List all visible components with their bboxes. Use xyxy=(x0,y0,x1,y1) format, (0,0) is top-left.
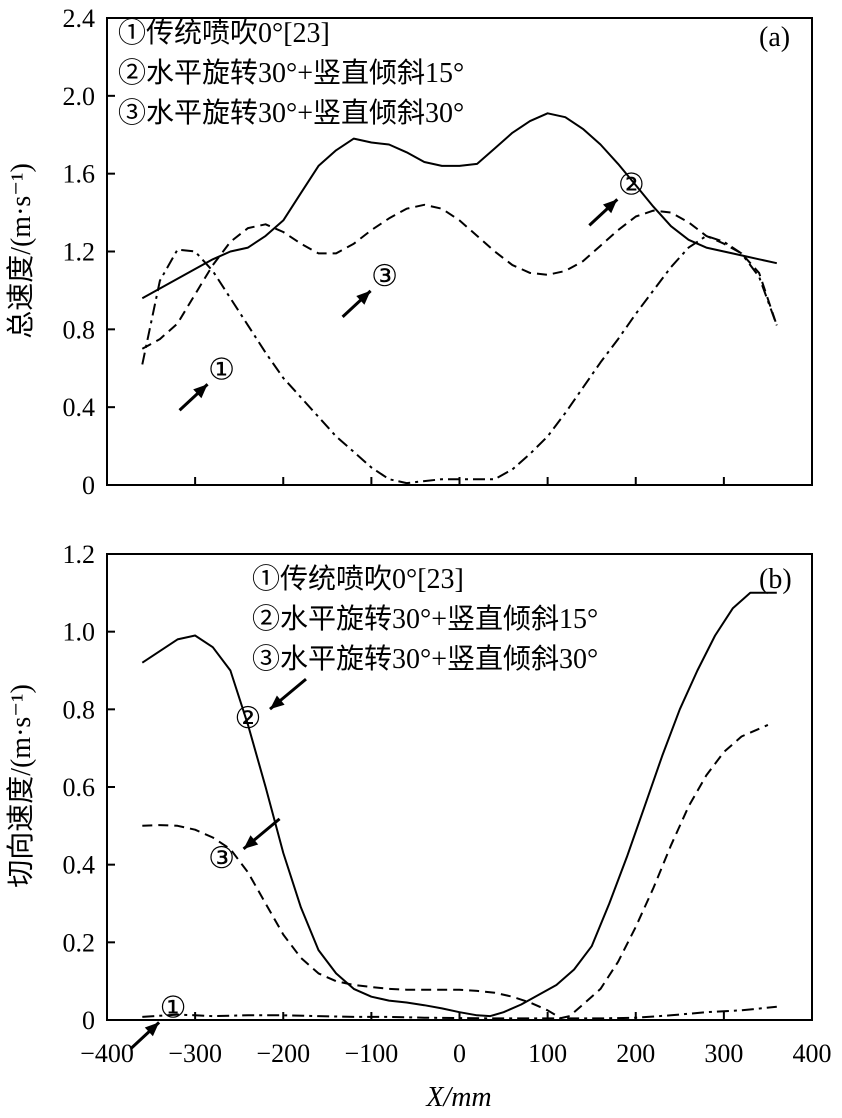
chart-b-x-tick-label: −100 xyxy=(345,1039,399,1068)
chart-b-annotation-arrowhead xyxy=(270,695,285,710)
chart-a-y-tick-label: 1.2 xyxy=(63,238,96,267)
chart-b-y-tick-label: 1.0 xyxy=(63,618,96,647)
chart-a-annotation-3: ③ xyxy=(371,260,398,293)
chart-a-y-tick-label: 1.6 xyxy=(63,160,96,189)
chart-b-series-3-line xyxy=(142,723,769,1020)
chart-a-legend-entry-3: ③水平旋转30°+竖直倾斜30° xyxy=(118,97,464,129)
chart-b-x-axis-label: X/mm xyxy=(425,1082,491,1113)
chart-b-annotation-arrowhead xyxy=(243,835,259,849)
chart-b-y-tick-label: 0.2 xyxy=(63,928,96,957)
chart-b-series-2-line xyxy=(141,591,777,1018)
chart-b-annotation-1: ① xyxy=(160,991,187,1024)
chart-b-y-tick-label: 0 xyxy=(82,1006,95,1035)
chart-a-panel-label: (a) xyxy=(759,22,790,53)
chart-b-x-tick-label: 100 xyxy=(528,1039,567,1068)
chart-a-legend-entry-1: ①传统喷吹0°[23] xyxy=(118,17,330,49)
chart-a-annotation-2: ② xyxy=(618,168,645,201)
chart-b-y-tick-label: 0.6 xyxy=(63,773,96,802)
chart-b-x-tick-label: −300 xyxy=(168,1039,222,1068)
chart-b-legend-entry-2: ②水平旋转30°+竖直倾斜15° xyxy=(252,603,598,635)
chart-a-legend-entry-2: ②水平旋转30°+竖直倾斜15° xyxy=(118,57,464,89)
chart-b-y-tick-label: 0.4 xyxy=(63,851,96,880)
chart-a-y-tick-label: 0.8 xyxy=(63,315,96,344)
chart-a-annotation-1: ① xyxy=(208,353,235,386)
chart-b-x-tick-label: −200 xyxy=(256,1039,310,1068)
chart-b-x-tick-label: 400 xyxy=(793,1039,832,1068)
chart-a-series-1-line xyxy=(141,234,778,485)
chart-a-y-tick-label: 2.0 xyxy=(63,82,96,111)
chart-a: ①传统喷吹0°[23] ②水平旋转30°+竖直倾斜15° ③水平旋转30°+竖直… xyxy=(5,4,813,500)
chart-a-y-tick-label: 0 xyxy=(82,471,95,500)
chart-b-x-tick-label: 200 xyxy=(616,1039,655,1068)
chart-b-y-axis-label: 切向速度/(m·s⁻¹) xyxy=(5,684,37,888)
chart-b: ①传统喷吹0°[23] ②水平旋转30°+竖直倾斜15° ③水平旋转30°+竖直… xyxy=(5,540,832,1113)
chart-b-legend-entry-3: ③水平旋转30°+竖直倾斜30° xyxy=(252,643,598,675)
chart-b-annotation-3: ③ xyxy=(208,842,235,875)
chart-b-x-tick-label: 0 xyxy=(453,1039,466,1068)
chart-a-y-axis-label: 总速度/(m·s⁻¹) xyxy=(5,163,37,339)
chart-b-annotation-arrowhead xyxy=(144,1022,160,1037)
chart-b-panel-label: (b) xyxy=(759,564,792,595)
chart-b-series-1-line xyxy=(142,1005,777,1020)
chart-a-series-2-line xyxy=(141,112,778,300)
chart-b-y-tick-label: 1.2 xyxy=(63,540,96,569)
chart-b-x-tick-label: −400 xyxy=(80,1039,134,1068)
chart-b-x-tick-label: 300 xyxy=(704,1039,743,1068)
chart-a-annotation-arrowhead xyxy=(356,290,371,305)
chart-a-annotation-arrowhead xyxy=(603,199,618,214)
chart-a-y-tick-label: 0.4 xyxy=(63,393,96,422)
chart-b-annotation-2: ② xyxy=(235,702,262,735)
chart-a-y-tick-label: 2.4 xyxy=(63,4,96,33)
chart-b-y-tick-label: 0.8 xyxy=(63,695,96,724)
chart-b-legend-entry-1: ①传统喷吹0°[23] xyxy=(252,563,464,595)
chart-a-annotation-arrowhead xyxy=(193,384,208,399)
chart-a-series-3-line xyxy=(141,203,778,350)
